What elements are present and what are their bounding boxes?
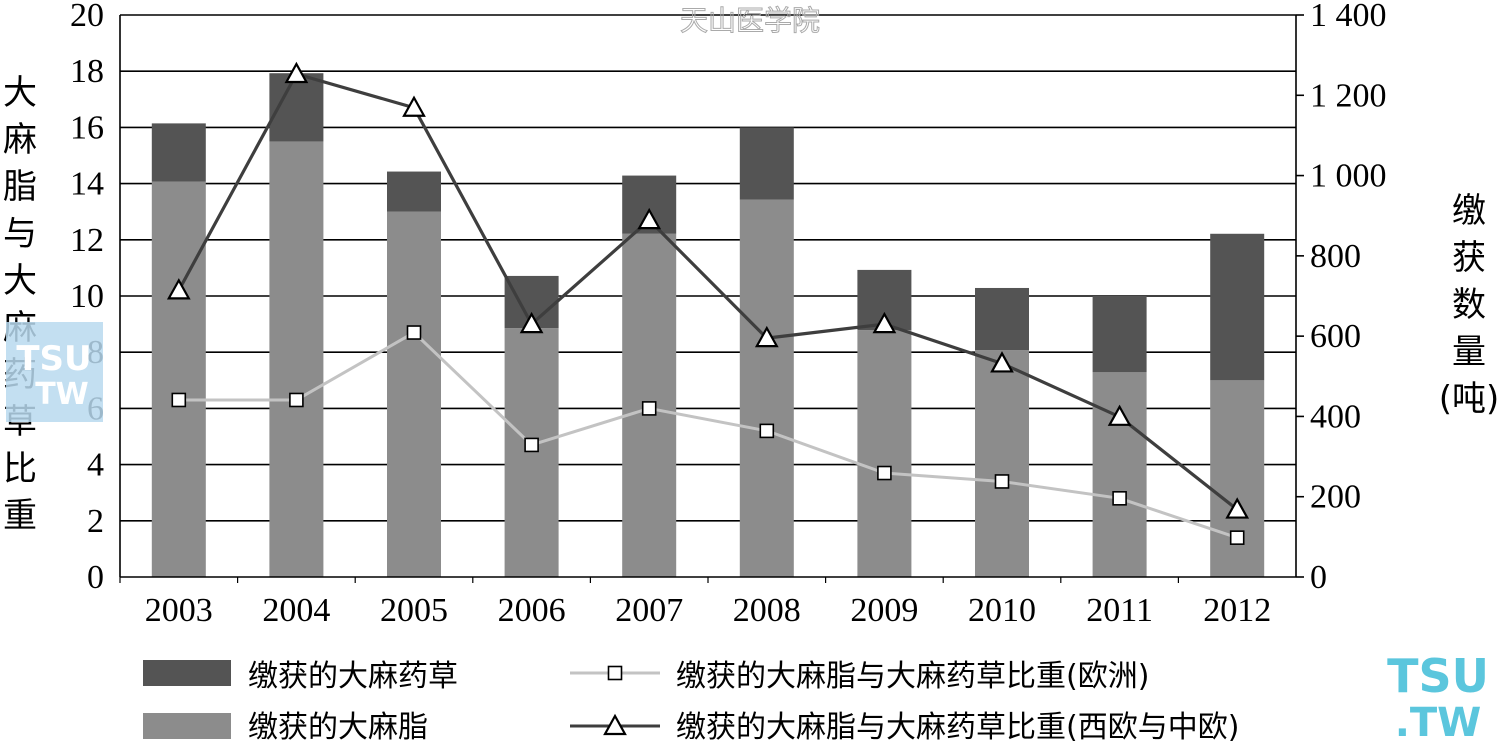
y-tick-label: 14 xyxy=(70,166,104,203)
bar-segment xyxy=(387,211,441,577)
x-tick-label: 2012 xyxy=(1203,592,1271,629)
square-marker xyxy=(1229,530,1245,545)
legend-label-resin: 缴获的大麻脂 xyxy=(248,710,428,745)
bar-segment xyxy=(504,328,559,577)
legend-label-west-central: 缴获的大麻脂与大麻药草比重(西欧与中欧) xyxy=(676,710,1239,745)
square-marker xyxy=(877,465,892,481)
bar-segment xyxy=(269,141,324,577)
y2-tick-label: 1 000 xyxy=(1310,158,1387,195)
legend-swatch-herb xyxy=(143,660,231,686)
square-marker xyxy=(641,401,657,416)
y-axis-label-char: 脂 xyxy=(3,167,37,207)
bar-segment xyxy=(739,199,794,577)
y-tick-label: 16 xyxy=(70,109,104,146)
triangle-marker xyxy=(402,95,426,117)
triangle-marker xyxy=(284,61,309,84)
triangle-marker xyxy=(872,311,897,334)
y-tick-label: 2 xyxy=(87,503,104,540)
triangle-marker xyxy=(603,713,627,736)
y-tick-label: 12 xyxy=(70,222,104,259)
watermark-title: 天山医学院 xyxy=(680,4,820,37)
y2-axis-label-char: 获 xyxy=(1452,238,1486,278)
y-axis-label-char: 大 xyxy=(3,73,37,113)
y-tick-label: 4 xyxy=(87,447,104,484)
y-axis-label-char: 大 xyxy=(3,261,37,301)
x-tick-label: 2009 xyxy=(850,592,918,629)
watermark-badge-line1: TSU xyxy=(16,339,91,379)
series-lines xyxy=(166,61,1250,545)
x-tick-label: 2007 xyxy=(615,592,683,629)
watermark-badge-line2: TW xyxy=(35,377,89,412)
watermark-corner-line1: TSU xyxy=(1387,649,1489,703)
triangle-marker xyxy=(754,325,779,348)
x-tick-label: 2005 xyxy=(380,592,448,629)
square-marker xyxy=(1112,491,1127,506)
bar-segment xyxy=(975,287,1029,351)
square-marker xyxy=(171,392,187,408)
y-tick-label: 0 xyxy=(87,559,104,596)
square-marker xyxy=(607,665,623,681)
bar-segment xyxy=(1210,380,1265,577)
y2-tick-label: 1 400 xyxy=(1310,0,1387,34)
x-tick-label: 2010 xyxy=(968,592,1036,629)
axes xyxy=(119,14,1304,583)
y2-tick-label: 0 xyxy=(1310,559,1327,596)
y-axis-label-char: 与 xyxy=(3,214,37,254)
y2-axis-label-char: (吨) xyxy=(1439,379,1500,419)
triangle-marker xyxy=(519,311,544,334)
y-axis-label-char: 重 xyxy=(3,496,37,536)
bar-segment xyxy=(975,350,1029,577)
y-axis-label-char: 麻 xyxy=(3,120,37,160)
triangle-marker xyxy=(1225,497,1250,519)
series-line xyxy=(178,330,1238,540)
y-axis-label-char: 比 xyxy=(3,449,37,489)
x-tick-label: 2004 xyxy=(262,592,330,629)
triangle-marker xyxy=(1107,404,1132,426)
y-tick-label: 10 xyxy=(70,278,104,315)
bars xyxy=(151,73,1265,578)
triangle-marker xyxy=(990,351,1014,373)
legend-swatch-resin xyxy=(143,713,231,739)
square-marker xyxy=(994,474,1010,489)
y2-tick-label: 600 xyxy=(1310,318,1361,355)
y2-tick-label: 800 xyxy=(1310,238,1361,275)
legend-label-europe: 缴获的大麻脂与大麻药草比重(欧洲) xyxy=(676,659,1149,694)
y2-tick-label: 200 xyxy=(1310,479,1361,516)
square-marker xyxy=(406,325,422,340)
y-tick-label: 20 xyxy=(70,0,104,34)
bar-segment xyxy=(1092,296,1147,373)
bar-segment xyxy=(151,123,206,182)
x-tick-label: 2006 xyxy=(498,592,566,629)
y2-tick-label: 1 200 xyxy=(1310,77,1387,114)
series-line xyxy=(177,72,1239,511)
y2-tick-label: 400 xyxy=(1310,398,1361,435)
y2-axis-label-char: 缴 xyxy=(1452,191,1486,231)
bar-segment xyxy=(1210,233,1265,381)
y-tick-label: 18 xyxy=(70,53,104,90)
bar-segment xyxy=(151,181,206,578)
bar-segment xyxy=(387,171,441,212)
square-marker xyxy=(524,437,539,453)
bar-segment xyxy=(739,127,794,200)
y2-axis-label-char: 量 xyxy=(1452,332,1486,372)
square-marker xyxy=(759,423,775,439)
y2-axis-label-char: 数 xyxy=(1452,285,1486,325)
x-tick-label: 2011 xyxy=(1086,592,1153,629)
bar-segment xyxy=(1092,372,1147,577)
legend-label-herb: 缴获的大麻药草 xyxy=(248,659,458,694)
bar-segment xyxy=(857,330,912,577)
x-tick-label: 2008 xyxy=(733,592,801,629)
watermark-corner-line2: .TW xyxy=(1395,700,1482,746)
triangle-marker xyxy=(166,278,191,300)
tick-labels: 0246810121416182020032004200520062007200… xyxy=(70,0,1387,629)
watermarks: 天山医学院 TSU TW TSU .TW xyxy=(6,4,1489,746)
square-marker xyxy=(289,392,304,408)
triangle-marker xyxy=(637,207,662,230)
watermark-badge xyxy=(6,322,103,422)
x-tick-label: 2003 xyxy=(145,592,213,629)
